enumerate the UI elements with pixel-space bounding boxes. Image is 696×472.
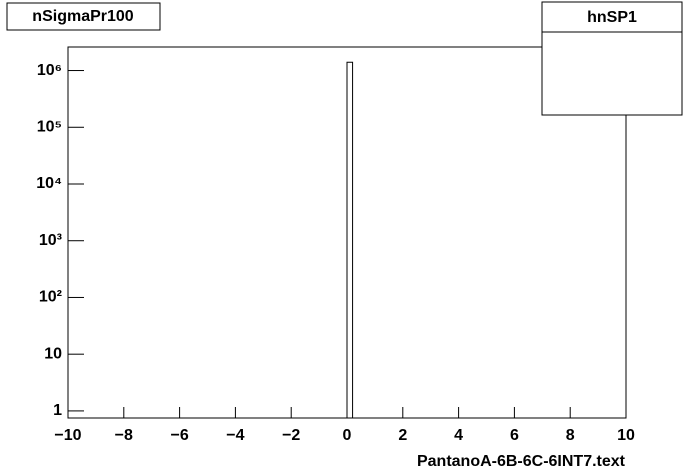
x-tick-label: 0 — [343, 427, 352, 444]
y-tick-label: 10⁴ — [36, 175, 62, 192]
x-tick-label: −4 — [226, 427, 244, 444]
x-tick-label: 4 — [454, 427, 463, 444]
x-tick-label: 8 — [566, 427, 575, 444]
x-tick-label: 2 — [398, 427, 407, 444]
y-tick-label: 10⁶ — [37, 62, 62, 79]
x-tick-label: −6 — [170, 427, 188, 444]
x-tick-label: −2 — [282, 427, 300, 444]
y-tick-label: 1 — [53, 402, 62, 419]
title-box — [6, 2, 161, 31]
stats-title: hnSP1 — [587, 9, 637, 26]
x-axis-label: PantanoA-6B-6C-6INT7.text — [417, 453, 626, 470]
chart-title: nSigmaPr100 — [32, 8, 133, 25]
x-tick-label: −8 — [115, 427, 133, 444]
x-tick-label: −10 — [54, 427, 81, 444]
y-tick-label: 10 — [44, 345, 62, 362]
y-tick-label: 10² — [39, 289, 62, 306]
y-tick-label: 10⁵ — [37, 118, 62, 135]
stats-box: hnSP1 — [541, 1, 683, 116]
x-tick-label: 10 — [617, 427, 635, 444]
stats-frame — [541, 1, 683, 116]
y-tick-label: 10³ — [39, 232, 62, 249]
x-tick-label: 6 — [510, 427, 519, 444]
bar — [346, 61, 354, 419]
